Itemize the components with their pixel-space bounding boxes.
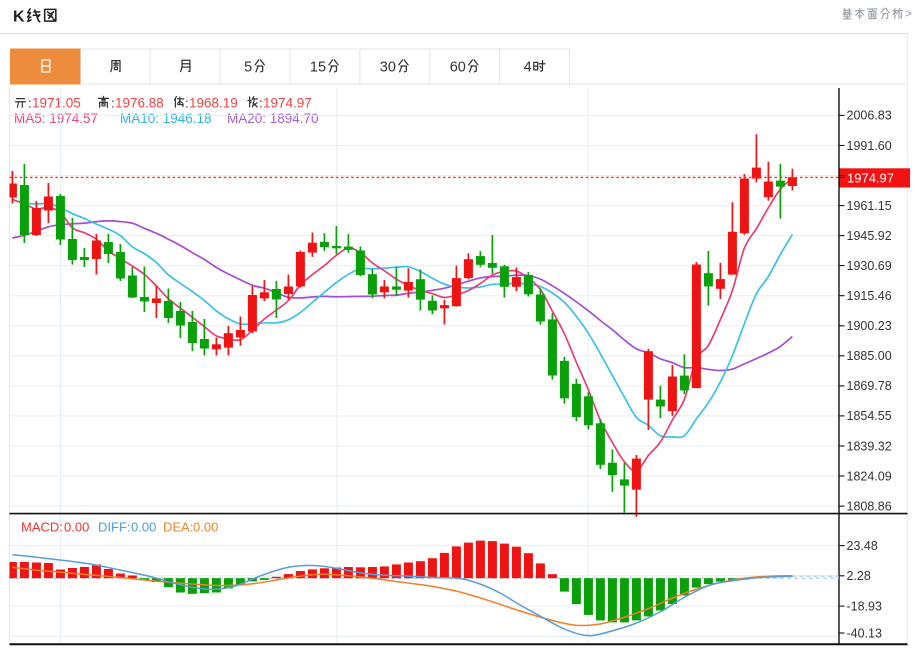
svg-text:1854.55: 1854.55 (847, 409, 892, 423)
svg-text:DIFF:: DIFF: (98, 520, 131, 535)
svg-text:15: 15 (310, 60, 326, 76)
svg-text::: : (28, 96, 32, 111)
svg-text:1915.46: 1915.46 (847, 289, 892, 303)
svg-text:1961.15: 1961.15 (847, 199, 892, 213)
svg-text:0.00: 0.00 (193, 520, 218, 535)
svg-text:K: K (13, 9, 25, 26)
svg-text:1930.69: 1930.69 (847, 259, 892, 273)
svg-text:-18.93: -18.93 (847, 599, 882, 613)
svg-text::: : (259, 96, 263, 111)
svg-text:1839.32: 1839.32 (847, 439, 892, 453)
svg-text:1991.60: 1991.60 (847, 139, 892, 153)
svg-text:1968.19: 1968.19 (189, 96, 238, 111)
svg-text:1945.92: 1945.92 (847, 229, 892, 243)
svg-text:2006.83: 2006.83 (847, 109, 892, 123)
svg-text:1976.88: 1976.88 (115, 96, 164, 111)
svg-text:1900.23: 1900.23 (847, 319, 892, 333)
svg-text:MACD:: MACD: (21, 520, 63, 535)
svg-text:1869.78: 1869.78 (847, 379, 892, 393)
svg-text:1971.05: 1971.05 (32, 96, 81, 111)
svg-text:0.00: 0.00 (131, 520, 156, 535)
svg-text::: : (111, 96, 115, 111)
svg-text:60: 60 (450, 60, 466, 76)
svg-text:DEA:: DEA: (163, 520, 193, 535)
svg-text:1824.09: 1824.09 (847, 469, 892, 483)
svg-text:>: > (905, 7, 912, 21)
svg-text:0.00: 0.00 (64, 520, 89, 535)
svg-text::: : (185, 96, 189, 111)
svg-text:MA20: 1894.70: MA20: 1894.70 (227, 111, 319, 126)
svg-text:4: 4 (524, 60, 532, 76)
svg-text:MA10: 1946.18: MA10: 1946.18 (120, 111, 212, 126)
svg-text:2.28: 2.28 (847, 569, 871, 583)
svg-text:1885.00: 1885.00 (847, 349, 892, 363)
svg-text:MA5: 1974.57: MA5: 1974.57 (14, 111, 98, 126)
svg-text:1974.97: 1974.97 (847, 170, 894, 185)
svg-text:23.48: 23.48 (847, 539, 878, 553)
svg-text:30: 30 (380, 60, 396, 76)
svg-text:-40.13: -40.13 (847, 626, 882, 640)
svg-text:1808.86: 1808.86 (847, 499, 892, 513)
svg-text:5: 5 (244, 60, 252, 76)
svg-text:1974.97: 1974.97 (263, 96, 312, 111)
